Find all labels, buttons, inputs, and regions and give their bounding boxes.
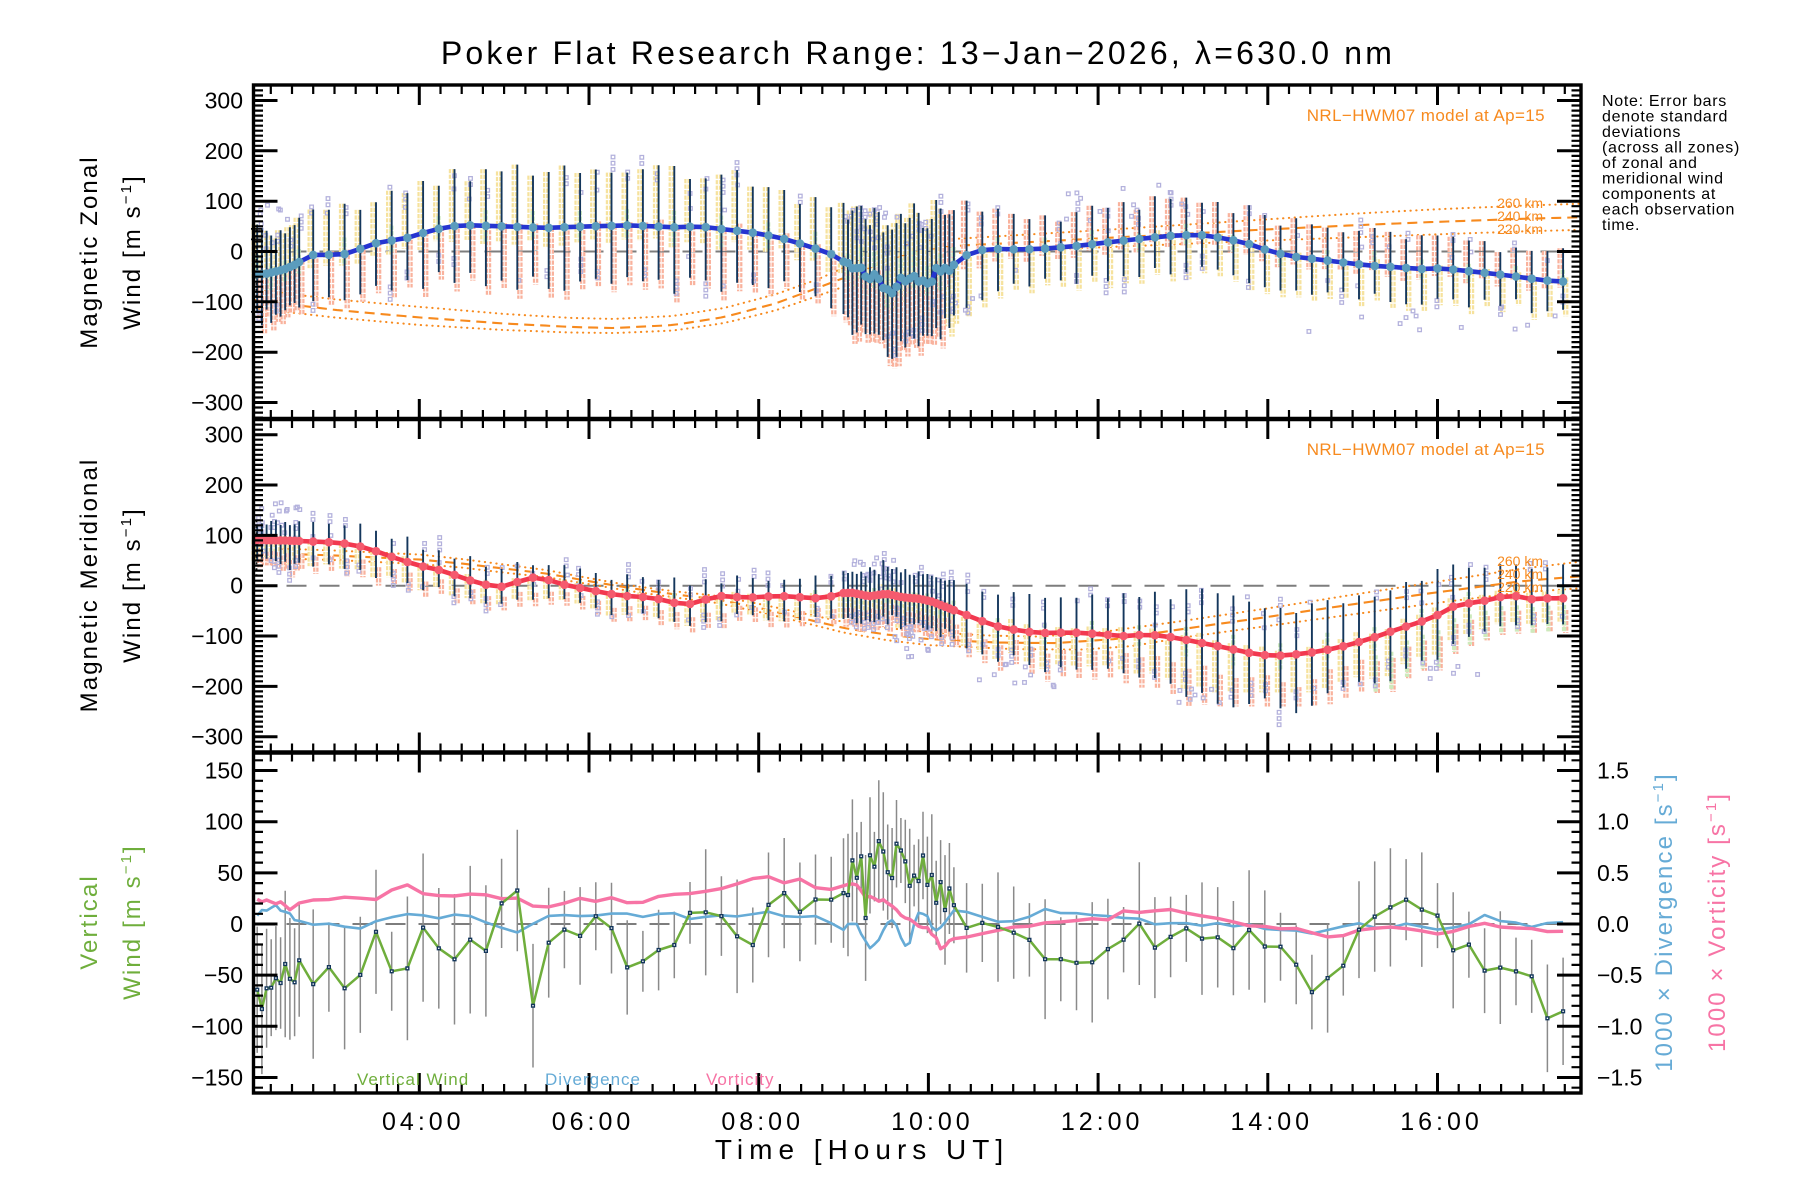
svg-text:260 km: 260 km: [1497, 553, 1543, 569]
svg-text:08:00: 08:00: [721, 1108, 804, 1136]
svg-text:−300: −300: [191, 724, 243, 750]
svg-text:each observation: each observation: [1602, 202, 1735, 219]
svg-text:NRL−HWM07 model at Ap=15: NRL−HWM07 model at Ap=15: [1307, 106, 1545, 125]
svg-text:0.5: 0.5: [1597, 860, 1629, 886]
svg-text:200: 200: [205, 472, 243, 498]
svg-text:−150: −150: [191, 1065, 243, 1091]
svg-text:240 km: 240 km: [1497, 566, 1543, 582]
svg-text:1000 × Vorticity [s−1]: 1000 × Vorticity [s−1]: [1703, 792, 1731, 1052]
svg-text:1.5: 1.5: [1597, 758, 1629, 784]
svg-text:−100: −100: [191, 1013, 243, 1039]
svg-text:240 km: 240 km: [1497, 208, 1543, 224]
svg-text:0.0: 0.0: [1597, 911, 1629, 937]
svg-text:Wind [m s−1]: Wind [m s−1]: [118, 174, 146, 330]
svg-text:260 km: 260 km: [1497, 195, 1543, 211]
svg-text:1.0: 1.0: [1597, 809, 1629, 835]
svg-text:−200: −200: [191, 339, 243, 365]
svg-text:Vorticity: Vorticity: [706, 1070, 775, 1089]
svg-text:NRL−HWM07 model at Ap=15: NRL−HWM07 model at Ap=15: [1307, 440, 1545, 459]
svg-text:meridional wind: meridional wind: [1602, 171, 1724, 188]
svg-text:0: 0: [230, 573, 243, 599]
svg-text:Poker Flat Research Range: 13−: Poker Flat Research Range: 13−Jan−2026, …: [441, 35, 1395, 71]
svg-text:300: 300: [205, 88, 243, 114]
svg-text:−0.5: −0.5: [1597, 962, 1642, 988]
svg-text:06:00: 06:00: [552, 1108, 635, 1136]
svg-text:Divergence: Divergence: [545, 1070, 641, 1089]
svg-text:Magnetic Zonal: Magnetic Zonal: [76, 155, 103, 349]
svg-text:14:00: 14:00: [1231, 1108, 1314, 1136]
svg-text:220 km: 220 km: [1497, 579, 1543, 595]
svg-text:100: 100: [205, 188, 243, 214]
svg-text:−1.5: −1.5: [1597, 1065, 1642, 1091]
svg-text:−100: −100: [191, 289, 243, 315]
svg-text:0: 0: [230, 239, 243, 265]
svg-text:−100: −100: [191, 623, 243, 649]
svg-text:200: 200: [205, 138, 243, 164]
svg-text:of zonal and: of zonal and: [1602, 155, 1698, 172]
svg-text:1000 × Divergence [s−1]: 1000 × Divergence [s−1]: [1650, 772, 1678, 1072]
svg-text:16:00: 16:00: [1400, 1108, 1483, 1136]
svg-text:denote standard: denote standard: [1602, 109, 1728, 126]
svg-text:time.: time.: [1602, 217, 1640, 234]
svg-text:220 km: 220 km: [1497, 221, 1543, 237]
svg-text:Note: Error bars: Note: Error bars: [1602, 93, 1727, 110]
svg-text:10:00: 10:00: [891, 1108, 974, 1136]
svg-text:300: 300: [205, 422, 243, 448]
svg-text:components at: components at: [1602, 186, 1716, 203]
svg-text:−200: −200: [191, 673, 243, 699]
svg-text:0: 0: [230, 911, 243, 937]
svg-text:100: 100: [205, 522, 243, 548]
svg-text:Vertical: Vertical: [76, 874, 103, 970]
svg-text:50: 50: [217, 860, 243, 886]
svg-text:−300: −300: [191, 390, 243, 416]
svg-text:Vertical Wind: Vertical Wind: [357, 1070, 469, 1089]
svg-text:04:00: 04:00: [382, 1108, 465, 1136]
svg-text:100: 100: [205, 809, 243, 835]
svg-text:Magnetic Meridional: Magnetic Meridional: [76, 458, 103, 713]
svg-text:150: 150: [205, 758, 243, 784]
svg-text:12:00: 12:00: [1061, 1108, 1144, 1136]
svg-text:−50: −50: [204, 962, 243, 988]
svg-text:−1.0: −1.0: [1597, 1013, 1642, 1039]
svg-text:deviations: deviations: [1602, 124, 1681, 141]
svg-text:(across all zones): (across all zones): [1602, 140, 1740, 157]
svg-text:Time [Hours UT]: Time [Hours UT]: [715, 1134, 1009, 1165]
